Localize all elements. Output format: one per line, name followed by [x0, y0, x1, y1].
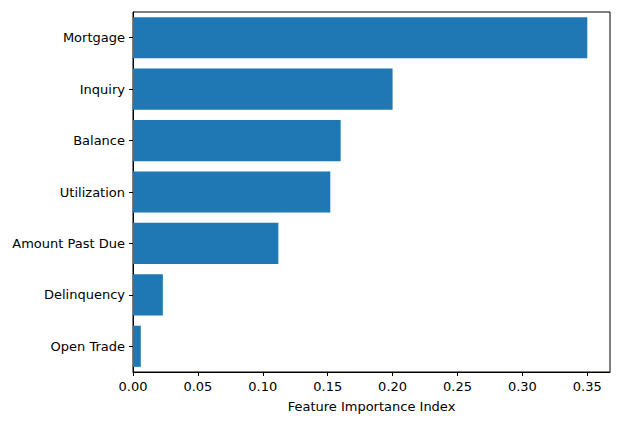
svg-text:Balance: Balance [73, 133, 125, 148]
svg-text:0.35: 0.35 [573, 379, 602, 394]
svg-text:0.05: 0.05 [183, 379, 212, 394]
svg-text:Mortgage: Mortgage [63, 30, 125, 45]
svg-text:Delinquency: Delinquency [44, 287, 125, 302]
svg-text:Inquiry: Inquiry [80, 82, 126, 97]
svg-text:0.00: 0.00 [119, 379, 148, 394]
svg-text:0.30: 0.30 [508, 379, 537, 394]
svg-text:0.20: 0.20 [378, 379, 407, 394]
svg-text:0.15: 0.15 [313, 379, 342, 394]
svg-text:Feature Importance Index: Feature Importance Index [288, 399, 456, 414]
svg-text:0.25: 0.25 [443, 379, 472, 394]
svg-text:Utilization: Utilization [60, 185, 125, 200]
svg-text:Open Trade: Open Trade [51, 339, 125, 354]
svg-text:Amount Past Due: Amount Past Due [12, 236, 125, 251]
svg-text:0.10: 0.10 [248, 379, 277, 394]
